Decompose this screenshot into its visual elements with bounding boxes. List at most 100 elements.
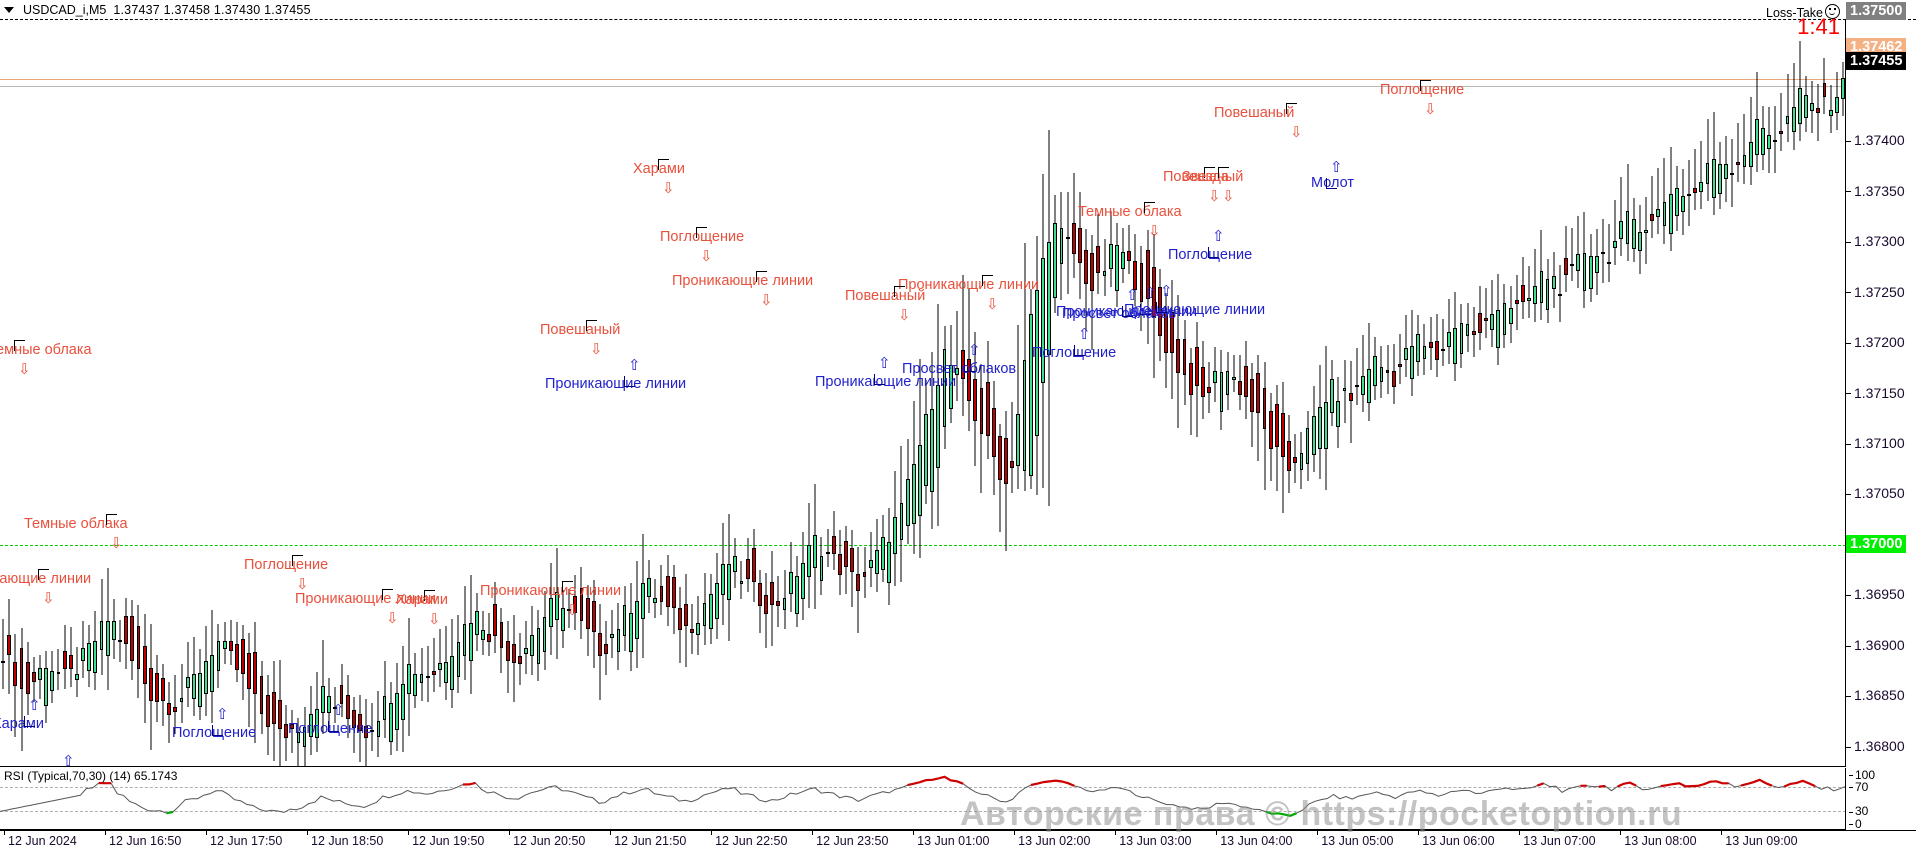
candle	[918, 20, 922, 766]
rsi-subwindow[interactable]: RSI (Typical,70,30) (14) 65.1743	[0, 768, 1846, 830]
candle-wick	[1011, 401, 1013, 494]
candle-body	[1613, 240, 1618, 248]
candle-body	[1527, 298, 1531, 302]
candle	[118, 20, 122, 766]
candle	[1785, 20, 1790, 766]
pattern-bracket	[1218, 167, 1229, 178]
pattern-bracket	[1074, 345, 1085, 356]
candle-body	[1705, 162, 1710, 184]
candle-body	[1416, 333, 1421, 362]
candle	[1281, 20, 1285, 766]
candle-body	[1551, 276, 1556, 289]
candle-body	[702, 602, 707, 627]
candle-body	[1317, 406, 1322, 450]
triangle-down-icon[interactable]	[4, 6, 14, 13]
time-tick: 13 Jun 02:00	[1018, 834, 1091, 848]
pattern-arrow-down: ⇩	[1290, 124, 1303, 141]
candle-body	[1182, 338, 1187, 375]
candle-body	[1219, 372, 1224, 413]
candle	[499, 20, 504, 766]
pattern-label: Повешаный	[1163, 169, 1244, 185]
candle	[124, 20, 129, 766]
candle	[1361, 20, 1365, 766]
candle	[1176, 20, 1181, 766]
candle	[1724, 20, 1728, 766]
candle-body	[893, 516, 898, 554]
candle	[1299, 20, 1304, 766]
pattern-arrow-down: ⇩	[386, 610, 399, 627]
pattern-arrow-down: ⇩	[662, 180, 675, 197]
candle	[1133, 20, 1138, 766]
reference-line-1[interactable]	[0, 85, 1845, 87]
candle	[591, 20, 596, 766]
candle-wick	[427, 645, 429, 703]
candle-body	[1508, 307, 1513, 324]
candle	[308, 20, 313, 766]
price-marker-black[interactable]: 1.37455	[1846, 52, 1907, 70]
price-marker-grey[interactable]: 1.37500	[1846, 2, 1907, 20]
candle-wick	[1614, 199, 1616, 265]
candle	[1711, 20, 1716, 766]
candle	[1108, 20, 1113, 766]
price-marker-peach[interactable]: 1.37462	[1846, 38, 1907, 56]
candle-wick	[1602, 219, 1604, 284]
candle-body	[825, 552, 830, 555]
candle	[1016, 20, 1021, 766]
candlestick-plot-area[interactable]: Темные облака⇩Темные облака⇩Проникающие …	[0, 20, 1846, 767]
candle	[444, 20, 449, 766]
candle-body	[81, 648, 85, 661]
candle	[111, 20, 116, 766]
pattern-bracket	[1140, 304, 1151, 315]
pattern-label: Проникающие линии	[672, 273, 814, 289]
pattern-label: Проникающие линии	[1124, 302, 1266, 318]
candle-wick	[371, 703, 373, 752]
pattern-bracket	[696, 227, 707, 238]
candle-body	[1305, 428, 1310, 464]
candle-body	[1244, 365, 1248, 398]
time-tick-mark	[4, 831, 5, 835]
candle	[838, 20, 842, 766]
loss-take-widget[interactable]: Loss-Take 1:41	[1766, 4, 1840, 38]
time-axis[interactable]: 12 Jun 2024 12 Jun 16:50 12 Jun 17:50 12 Ju…	[0, 830, 1916, 854]
candle	[505, 20, 510, 766]
time-tick-mark	[711, 831, 713, 835]
candle-body	[782, 598, 787, 610]
candle-body	[222, 641, 227, 650]
price-marker-green[interactable]: 1.37000	[1846, 534, 1907, 553]
candle	[345, 20, 350, 766]
pattern-bracket	[658, 159, 669, 170]
price-axis[interactable]: 1.37400 1.37350 1.37300 1.37250 1.37200 1.371…	[1846, 20, 1916, 767]
candle	[1533, 20, 1538, 766]
candle	[93, 20, 98, 766]
candle	[31, 20, 36, 766]
candle	[967, 20, 972, 766]
candle	[474, 20, 479, 766]
candle-body	[911, 464, 916, 524]
candle-wick	[1448, 298, 1450, 364]
candle-body	[241, 639, 245, 675]
candle	[1268, 20, 1273, 766]
candle	[7, 20, 12, 766]
reference-line-0[interactable]	[0, 78, 1845, 80]
candle	[604, 20, 608, 766]
candle	[1114, 20, 1119, 766]
candle-body	[567, 608, 572, 611]
candle	[1367, 20, 1372, 766]
candle	[1293, 20, 1298, 766]
candle	[1508, 20, 1513, 766]
candle	[19, 20, 24, 766]
candle	[1822, 20, 1827, 766]
time-tick-mark	[1418, 831, 1420, 835]
candle-body	[1250, 378, 1255, 412]
candle	[87, 20, 92, 766]
candle-body	[991, 407, 996, 457]
candle-body	[493, 603, 498, 637]
candle-body	[1681, 196, 1685, 213]
candle	[1010, 20, 1015, 766]
candle-body	[764, 595, 768, 615]
candle-body	[1041, 257, 1045, 383]
candle	[1244, 20, 1248, 766]
candle	[1096, 20, 1101, 766]
candle	[567, 20, 572, 766]
reference-line-2[interactable]	[0, 544, 1845, 546]
